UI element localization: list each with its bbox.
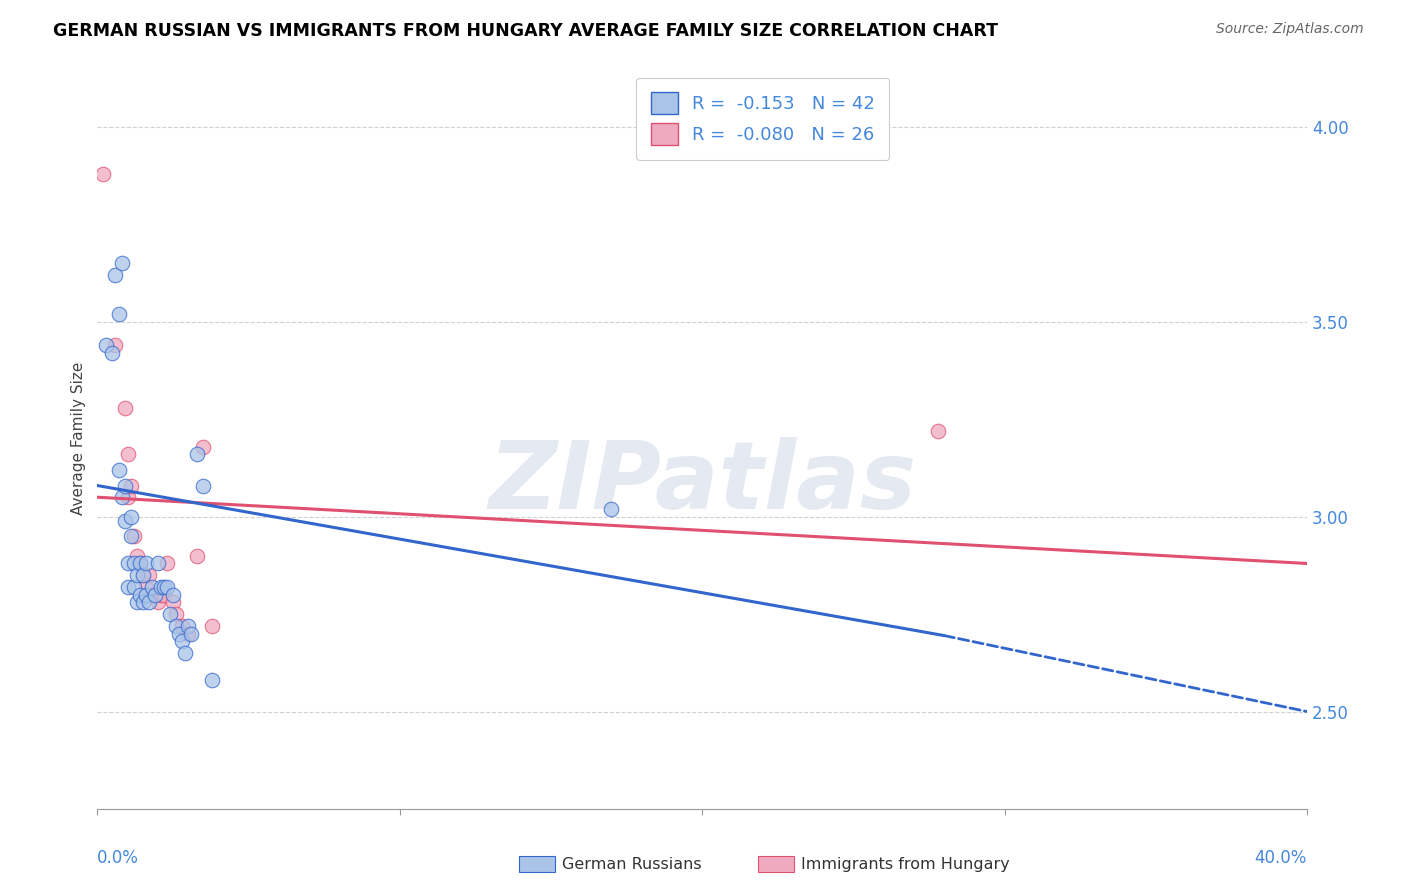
Point (193, 478, 215, 492)
Point (110, 256, 132, 270)
Point (141, 588, 163, 602)
Point (110, 490, 132, 504)
Point (180, 626, 202, 640)
Text: 40.0%: 40.0% (1254, 849, 1308, 867)
Point (120, 478, 142, 492)
Point (125, 568, 148, 582)
Point (146, 557, 169, 571)
Point (132, 568, 155, 582)
Point (128, 588, 150, 602)
Point (153, 580, 176, 594)
Point (120, 529, 142, 543)
Point (143, 588, 166, 602)
Point (135, 557, 157, 571)
Point (107, 463, 129, 477)
Point (122, 557, 145, 571)
Point (96, 338, 118, 352)
Point (128, 557, 150, 571)
Point (125, 595, 148, 609)
Text: Immigrants from Hungary: Immigrants from Hungary (800, 857, 1010, 871)
Point (117, 557, 139, 571)
Point (114, 401, 136, 415)
Point (117, 447, 139, 461)
Text: German Russians: German Russians (561, 857, 702, 871)
Point (186, 549, 208, 563)
Point (135, 588, 157, 602)
Point (165, 607, 187, 621)
Point (122, 529, 145, 543)
Point (104, 338, 127, 352)
Point (927, 424, 949, 438)
Point (153, 588, 176, 602)
Point (114, 478, 136, 492)
Text: GERMAN RUSSIAN VS IMMIGRANTS FROM HUNGARY AVERAGE FAMILY SIZE CORRELATION CHART: GERMAN RUSSIAN VS IMMIGRANTS FROM HUNGAR… (53, 22, 998, 40)
Point (177, 619, 200, 633)
Point (101, 346, 124, 360)
Point (138, 568, 160, 582)
Point (122, 580, 145, 594)
Point (167, 626, 190, 640)
Point (159, 607, 181, 621)
Point (128, 557, 150, 571)
Point (162, 595, 184, 609)
Point (143, 588, 166, 602)
Point (174, 646, 197, 660)
Point (149, 588, 172, 602)
Point (93, 167, 115, 181)
Point (170, 619, 193, 633)
Point (141, 580, 163, 594)
Point (186, 447, 208, 461)
Point (149, 580, 172, 594)
Point (165, 619, 187, 633)
Point (600, 502, 623, 516)
Text: ZIPatlas: ZIPatlas (488, 437, 917, 529)
Point (117, 490, 139, 504)
Point (120, 509, 142, 524)
Point (156, 557, 179, 571)
Point (201, 619, 224, 633)
Point (162, 588, 184, 602)
Point (156, 580, 179, 594)
Point (132, 595, 155, 609)
Point (177, 626, 200, 640)
Point (193, 440, 215, 454)
Point (114, 514, 136, 528)
Point (138, 595, 160, 609)
Point (117, 580, 139, 594)
Point (146, 595, 169, 609)
Point (104, 268, 127, 282)
Point (132, 568, 155, 582)
Legend: R =  -0.153   N = 42, R =  -0.080   N = 26: R = -0.153 N = 42, R = -0.080 N = 26 (636, 78, 890, 160)
Point (125, 549, 148, 563)
Y-axis label: Average Family Size: Average Family Size (72, 362, 86, 516)
Text: Source: ZipAtlas.com: Source: ZipAtlas.com (1216, 22, 1364, 37)
Point (201, 673, 224, 688)
Point (135, 580, 157, 594)
Text: 0.0%: 0.0% (97, 849, 139, 867)
Point (107, 307, 129, 321)
Point (170, 634, 193, 648)
